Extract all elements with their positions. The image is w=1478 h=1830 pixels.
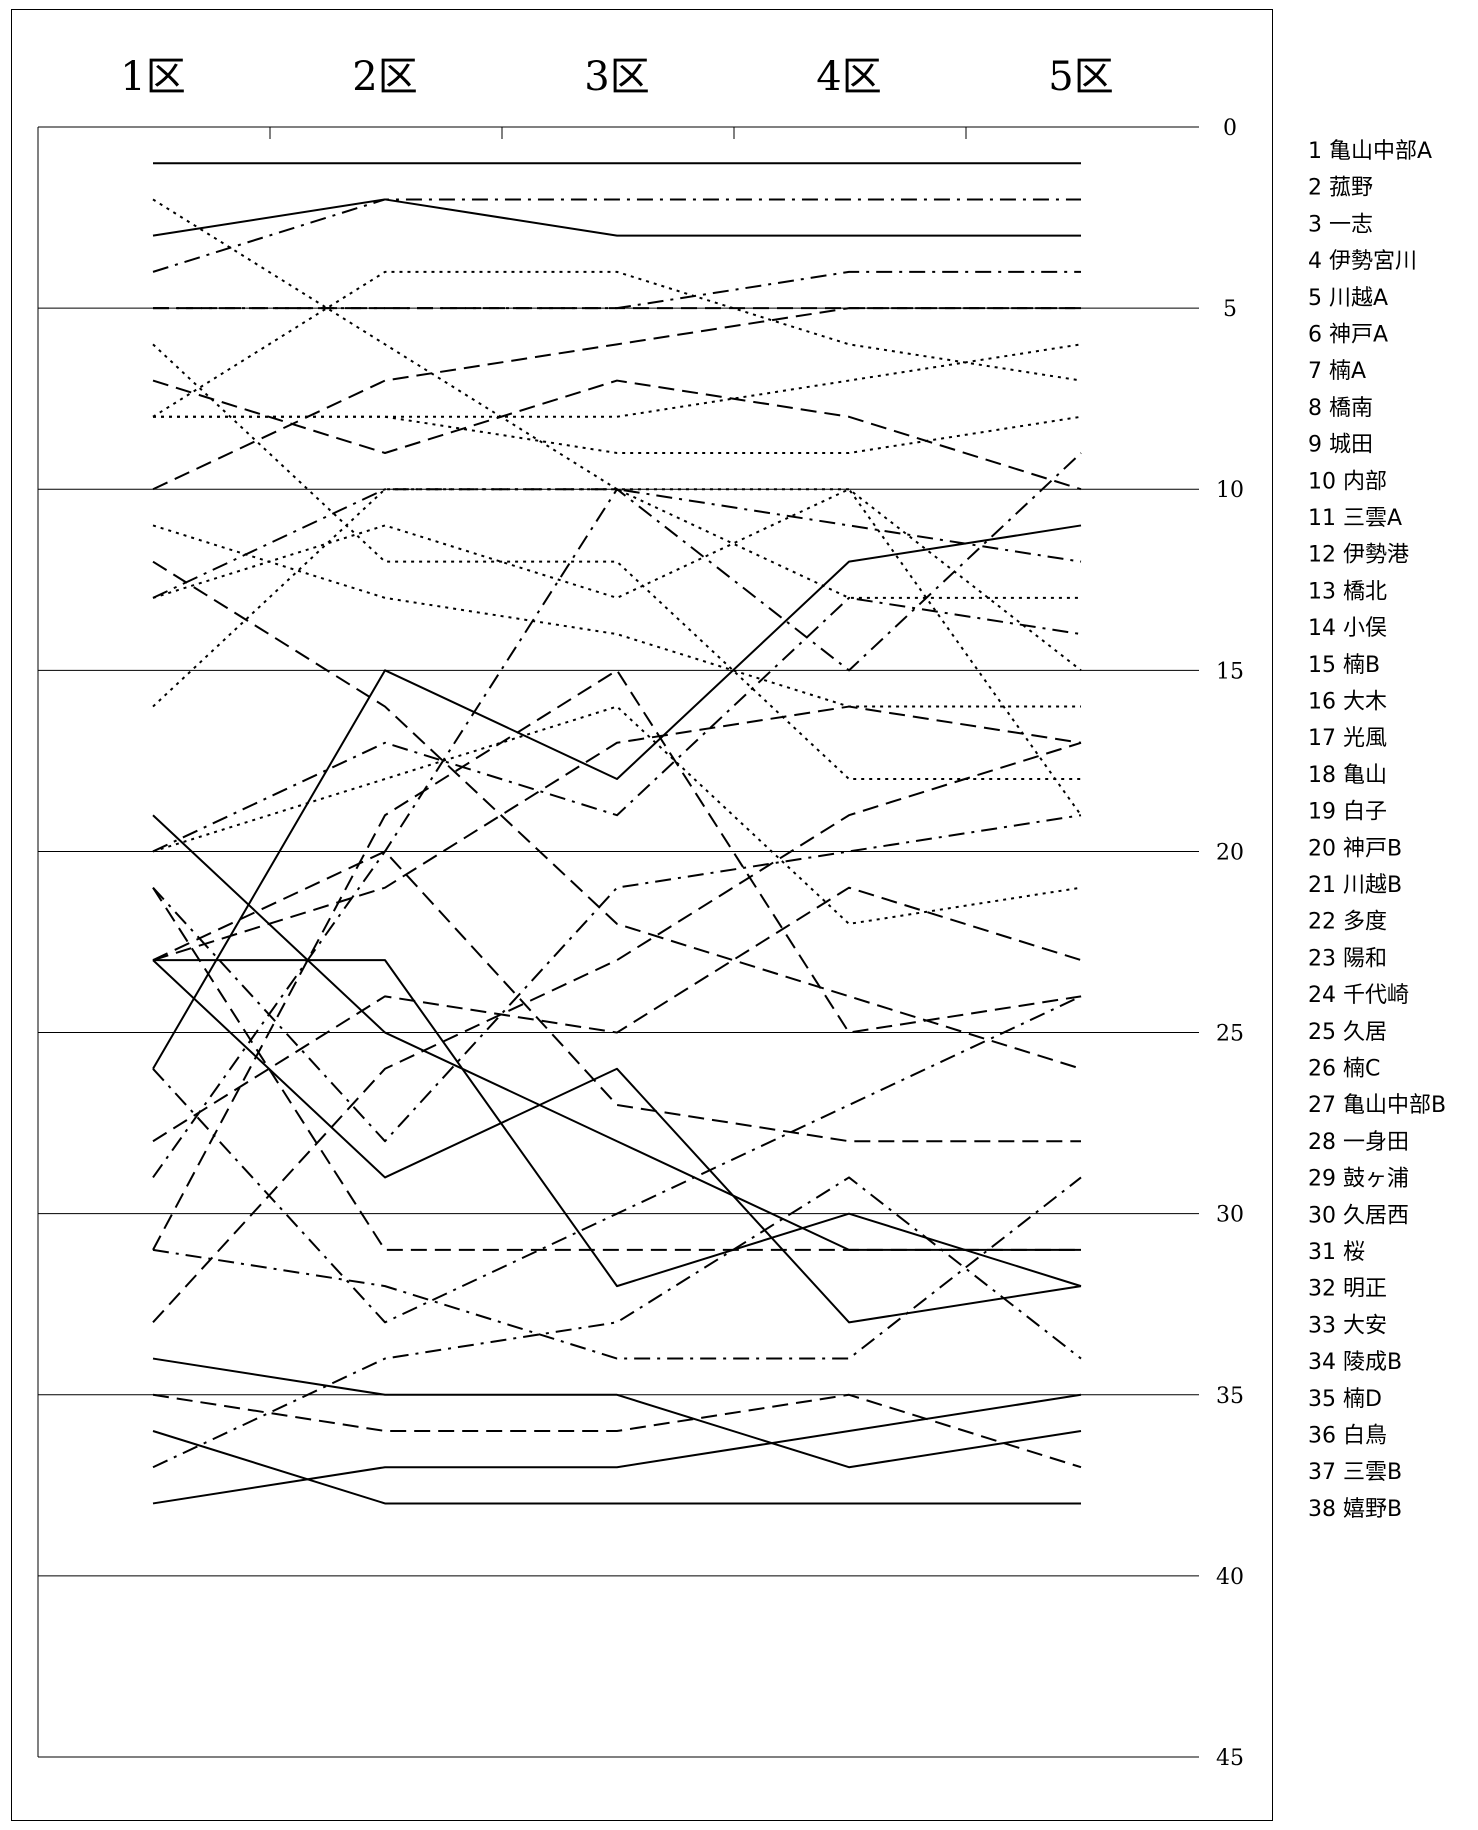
y-tick-label: 20: [1216, 840, 1244, 865]
series-line: [152, 596, 1082, 853]
series-line: [152, 1357, 1082, 1469]
legend-entry: 1 亀山中部A: [1308, 139, 1432, 164]
series-lines: [152, 162, 1082, 1505]
legend-entry: 19 白子: [1308, 800, 1387, 825]
legend-entry: 18 亀山: [1308, 763, 1387, 788]
category-label: 5区: [1048, 54, 1113, 100]
legend-entry: 37 三雲B: [1308, 1460, 1402, 1485]
legend-entry: 11 三雲A: [1308, 506, 1402, 531]
legend-entry: 15 楠B: [1308, 653, 1380, 678]
legend-entry: 12 伊勢港: [1308, 543, 1409, 568]
series-line: [152, 814, 1082, 1143]
chart-frame: [11, 9, 1273, 1821]
series-line: [152, 705, 1082, 962]
series-line: [152, 959, 1082, 1324]
y-tick-label: 35: [1216, 1384, 1244, 1409]
category-label: 3区: [584, 54, 649, 100]
legend: 1 亀山中部A 2 菰野 3 一志 4 伊勢宮川 5 川越A 6 神戸A 7 楠A 8 橋南 9…: [1308, 139, 1446, 1522]
series-line: [152, 1393, 1082, 1505]
legend-entry: 24 千代崎: [1308, 983, 1409, 1008]
legend-entry: 28 一身田: [1308, 1130, 1409, 1155]
y-tick-label: 10: [1216, 478, 1244, 503]
series-line: [152, 198, 1081, 237]
series-line: [153, 415, 1082, 454]
y-tick-label: 5: [1223, 297, 1237, 322]
y-tick-label: 45: [1216, 1746, 1244, 1771]
series-line: [153, 270, 1081, 310]
legend-entry: 5 川越A: [1308, 286, 1388, 311]
legend-entry: 17 光風: [1308, 726, 1387, 751]
series-line: [152, 669, 1082, 1251]
series-line: [152, 307, 1081, 491]
legend-entry: 3 一志: [1308, 212, 1373, 237]
category-label: 1区: [120, 54, 185, 100]
series-line: [152, 270, 1082, 418]
series-line: [152, 886, 1082, 1143]
series-line: [152, 524, 1081, 708]
series-line: [152, 379, 1082, 491]
legend-entry: 22 多度: [1308, 910, 1387, 935]
series-line: [152, 198, 1081, 273]
y-tick-label: 30: [1216, 1203, 1244, 1228]
series-line: [153, 959, 1082, 1288]
series-line: [152, 741, 1082, 1324]
series-line: [152, 488, 1082, 816]
legend-entry: 36 白鳥: [1308, 1424, 1387, 1449]
legend-entry: 33 大安: [1308, 1313, 1387, 1338]
legend-entry: 10 内部: [1308, 469, 1387, 494]
legend-entry: 27 亀山中部B: [1308, 1093, 1446, 1118]
legend-entry: 13 橋北: [1308, 579, 1387, 604]
y-tick-label: 40: [1216, 1565, 1244, 1590]
category-label: 4区: [816, 54, 881, 100]
legend-entry: 8 橋南: [1308, 396, 1373, 421]
category-label: 2区: [352, 54, 417, 100]
y-axis-ticks: 0 5 10 15 20 25 30 35 40 45: [1216, 116, 1244, 1771]
series-line: [152, 705, 1082, 925]
legend-entry: 6 神戸A: [1308, 323, 1388, 348]
series-line: [152, 1176, 1082, 1360]
series-line: [152, 1393, 1082, 1469]
legend-entry: 31 桜: [1308, 1240, 1365, 1265]
legend-entry: 32 明正: [1308, 1277, 1387, 1302]
legend-entry: 2 菰野: [1308, 176, 1373, 201]
series-line: [152, 1176, 1082, 1469]
legend-entry: 21 川越B: [1308, 873, 1402, 898]
legend-entry: 4 伊勢宮川: [1308, 249, 1417, 274]
x-axis-categories: 1区 2区 3区 4区 5区: [120, 54, 1113, 100]
legend-entry: 38 嬉野B: [1308, 1497, 1402, 1522]
legend-entry: 29 鼓ヶ浦: [1308, 1167, 1409, 1192]
legend-entry: 34 陵成B: [1308, 1350, 1402, 1375]
legend-entry: 14 小俣: [1308, 616, 1387, 641]
y-tick-label: 0: [1223, 116, 1237, 141]
series-line: [152, 995, 1082, 1324]
legend-entry: 20 神戸B: [1308, 836, 1402, 861]
legend-entry: 9 城田: [1308, 433, 1373, 458]
legend-entry: 16 大木: [1308, 690, 1387, 715]
legend-entry: 25 久居: [1308, 1020, 1387, 1045]
series-line: [152, 488, 1081, 708]
y-tick-label: 25: [1216, 1022, 1244, 1047]
legend-entry: 35 楠D: [1308, 1387, 1382, 1412]
legend-entry: 30 久居西: [1308, 1203, 1409, 1228]
legend-entry: 23 陽和: [1308, 946, 1387, 971]
legend-entry: 7 楠A: [1308, 359, 1366, 384]
legend-entry: 26 楠C: [1308, 1057, 1380, 1082]
y-tick-label: 15: [1216, 659, 1244, 684]
series-line: [152, 488, 1082, 599]
series-line: [152, 850, 1081, 1143]
series-line: [152, 343, 1081, 780]
series-line: [152, 198, 1082, 672]
